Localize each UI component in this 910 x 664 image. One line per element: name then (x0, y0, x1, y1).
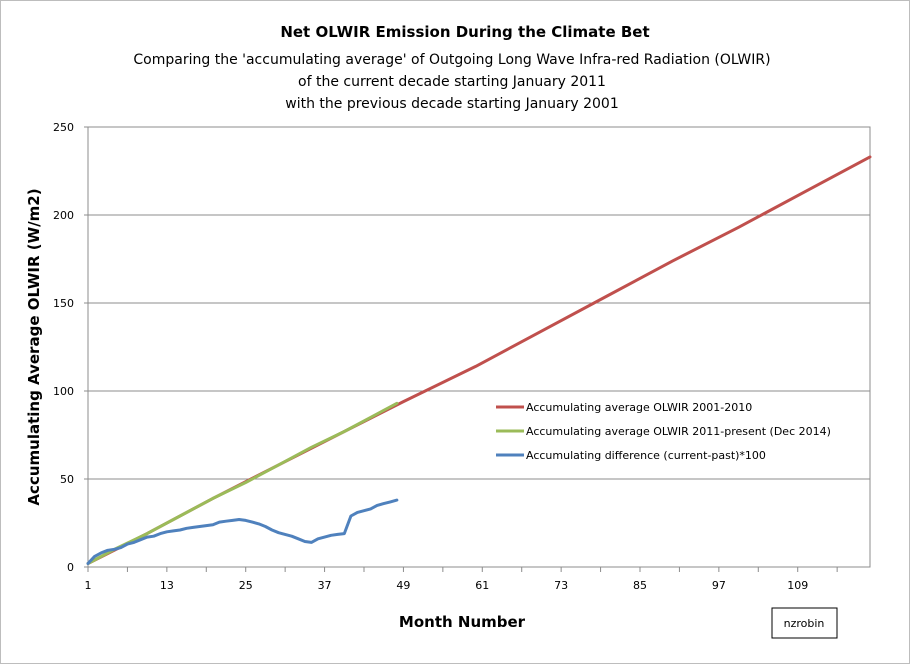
series-lines (86, 155, 872, 565)
x-tick-labels: 1 13 25 37 49 61 73 85 97 109 (85, 579, 809, 592)
x-tick-label: 85 (633, 579, 647, 592)
y-tick-label: 250 (53, 121, 74, 134)
legend-label-1: Accumulating average OLWIR 2001-2010 (526, 401, 752, 414)
x-tick-label: 73 (554, 579, 568, 592)
chart-subtitle-line-2: of the current decade starting January 2… (298, 74, 606, 90)
y-tick-labels: 0 50 100 150 200 250 (53, 121, 74, 574)
chart-subtitle-line-3: with the previous decade starting Januar… (285, 96, 618, 112)
series-line-3 (86, 498, 399, 565)
x-tick-label: 61 (475, 579, 489, 592)
series-line-2 (86, 401, 399, 565)
credit-text: nzrobin (784, 617, 825, 630)
chart-titles: Net OLWIR Emission During the Climate Be… (133, 23, 770, 112)
x-tick-label: 97 (712, 579, 726, 592)
chart-title: Net OLWIR Emission During the Climate Be… (280, 23, 649, 41)
credit-box: nzrobin (771, 607, 838, 639)
plot-area-border (87, 126, 871, 568)
x-tick-label: 25 (239, 579, 253, 592)
y-axis-label: Accumulating Average OLWIR (W/m2) (25, 188, 43, 505)
y-tick-label: 100 (53, 385, 74, 398)
x-tick-label: 109 (787, 579, 808, 592)
chart-subtitle-line-1: Comparing the 'accumulating average' of … (133, 52, 770, 68)
x-tick-label: 37 (318, 579, 332, 592)
x-axis-label: Month Number (399, 613, 526, 631)
x-tick-label: 49 (396, 579, 410, 592)
x-tick-label: 1 (85, 579, 92, 592)
y-tick-label: 50 (60, 473, 74, 486)
legend: Accumulating average OLWIR 2001-2010 Accu… (496, 401, 831, 462)
legend-label-3: Accumulating difference (current-past)*1… (526, 449, 766, 462)
legend-label-2: Accumulating average OLWIR 2011-present … (526, 425, 831, 438)
y-tick-label: 200 (53, 209, 74, 222)
y-tick-label: 0 (67, 561, 74, 574)
axes (84, 126, 871, 572)
x-tick-label: 13 (160, 579, 174, 592)
y-tick-label: 150 (53, 297, 74, 310)
